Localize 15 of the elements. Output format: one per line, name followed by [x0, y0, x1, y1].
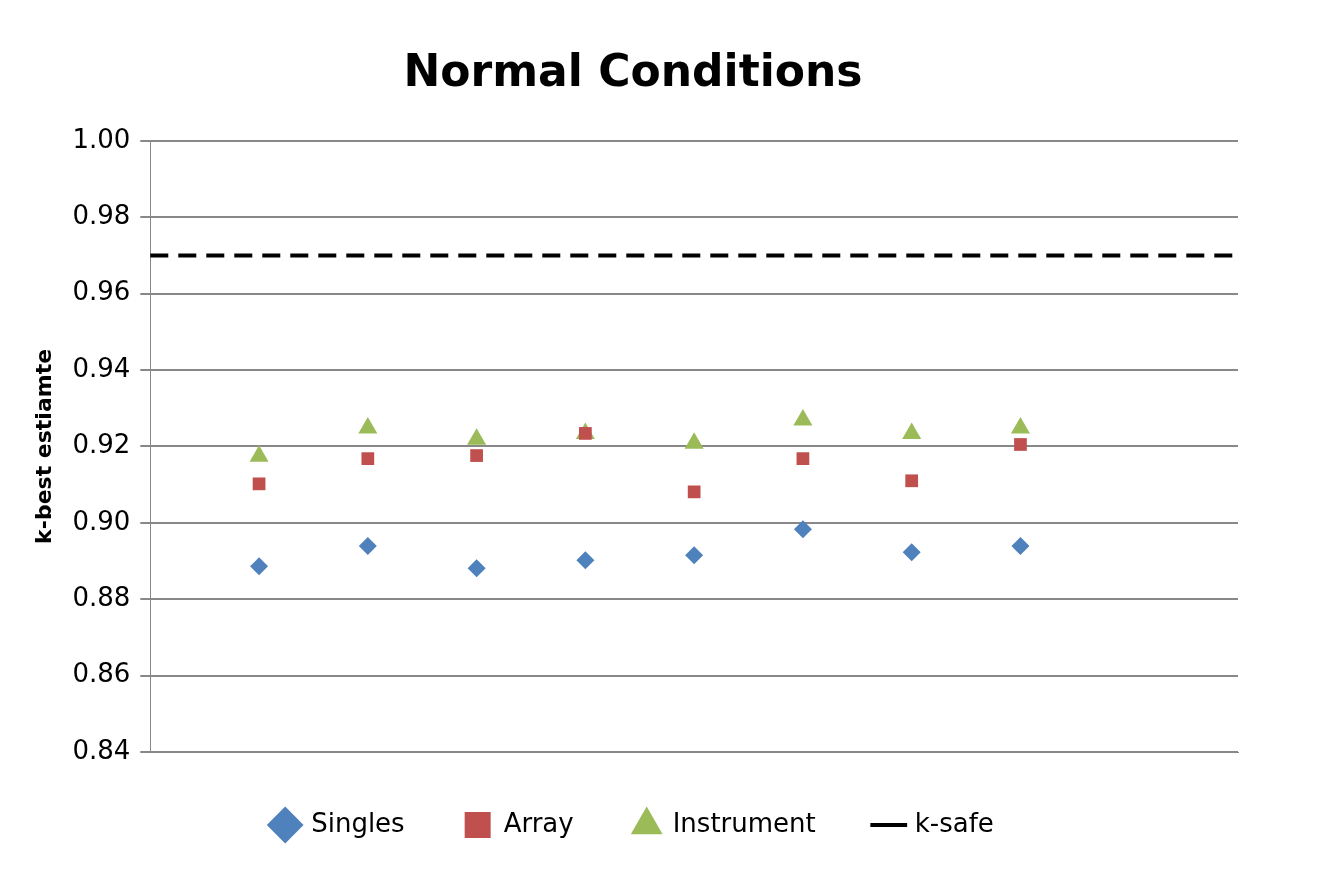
legend-label: Instrument	[672, 807, 816, 838]
y-tick-label: 0.94	[72, 352, 131, 383]
y-tick-label: 0.88	[72, 581, 131, 612]
legend-label: Array	[503, 807, 574, 838]
y-tick-label: 0.86	[72, 658, 131, 689]
y-axis-title: k-best estiamte	[30, 348, 56, 544]
y-tick-label: 0.84	[72, 734, 131, 765]
y-tick-label: 1.00	[72, 123, 131, 154]
y-tick-label: 0.96	[72, 276, 131, 307]
chart-title: Normal Conditions	[403, 44, 863, 96]
legend-label: k-safe	[914, 807, 994, 838]
y-tick-label: 0.98	[72, 199, 131, 230]
legend-label: Singles	[311, 807, 405, 838]
y-tick-label: 0.90	[72, 505, 131, 536]
y-tick-label: 0.92	[72, 429, 131, 460]
